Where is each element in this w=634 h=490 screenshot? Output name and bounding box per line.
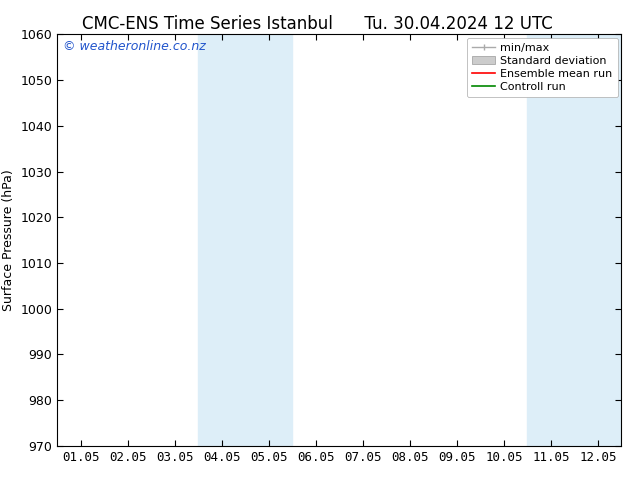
Legend: min/max, Standard deviation, Ensemble mean run, Controll run: min/max, Standard deviation, Ensemble me…	[467, 38, 618, 97]
Y-axis label: Surface Pressure (hPa): Surface Pressure (hPa)	[2, 169, 15, 311]
Bar	[198, 34, 292, 446]
Bar	[527, 34, 621, 446]
Text: © weatheronline.co.nz: © weatheronline.co.nz	[63, 41, 205, 53]
Text: CMC-ENS Time Series Istanbul      Tu. 30.04.2024 12 UTC: CMC-ENS Time Series Istanbul Tu. 30.04.2…	[82, 15, 552, 33]
